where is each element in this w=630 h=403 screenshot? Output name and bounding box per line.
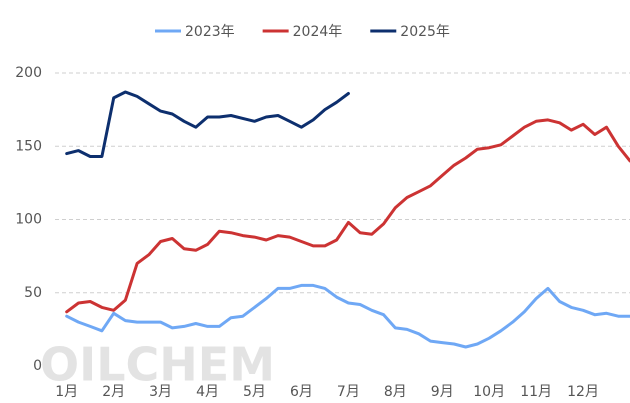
y-tick-label: 150 [15, 138, 42, 154]
x-tick-label: 2月 [102, 384, 125, 400]
series-line [65, 118, 630, 314]
x-tick-label: 12月 [567, 384, 599, 400]
x-tick-label: 8月 [384, 384, 407, 400]
y-tick-label: 0 [33, 358, 42, 374]
x-tick-label: 9月 [431, 384, 454, 400]
x-tick-label: 11月 [520, 384, 552, 400]
y-tick-label: 50 [24, 285, 42, 301]
x-tick-label: 1月 [55, 384, 78, 400]
x-tick-label: 3月 [149, 384, 172, 400]
series-line [65, 283, 630, 349]
series-line [65, 90, 350, 158]
x-tick-label: 10月 [473, 384, 505, 400]
x-tick-label: 6月 [290, 384, 313, 400]
legend-label: 2023年 [185, 24, 235, 40]
x-tick-label: 4月 [196, 384, 219, 400]
y-tick-label: 200 [15, 65, 42, 81]
x-tick-label: 7月 [337, 384, 360, 400]
y-tick-label: 100 [15, 212, 42, 228]
x-tick-label: 5月 [243, 384, 266, 400]
legend-label: 2025年 [400, 24, 450, 40]
watermark: OILCHEM [40, 338, 275, 392]
legend-label: 2024年 [293, 24, 343, 40]
